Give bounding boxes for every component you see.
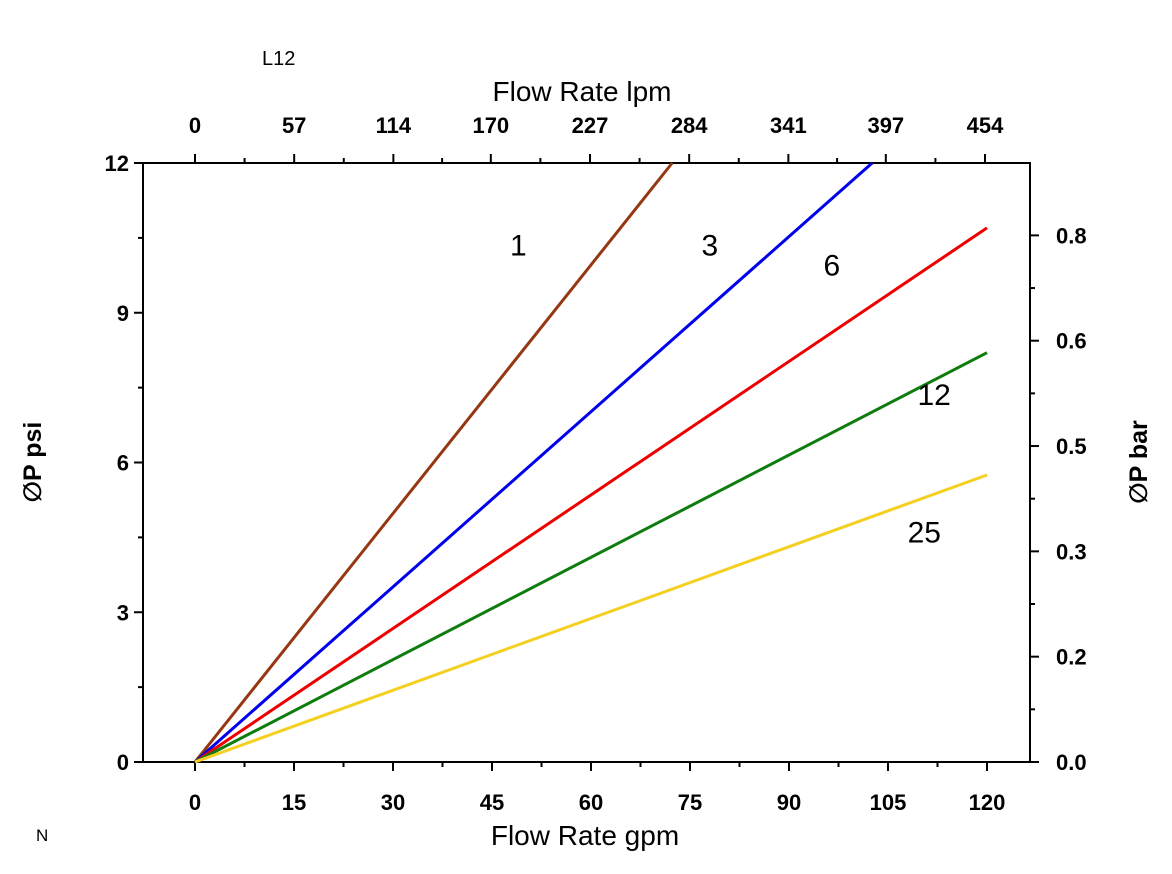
plot-frame [142,162,1031,763]
x-bottom-tick-label: 0 [189,790,201,815]
x-top-tick-label: 57 [282,113,306,138]
series-label-25: 25 [908,516,941,549]
y-right-tick-label: 0.5 [1056,434,1087,459]
series-line-25 [194,473,988,764]
series-line-6 [194,226,988,764]
series-line-12 [194,351,988,764]
x-top-tick-label: 454 [967,113,1004,138]
y-left-tick-label: 9 [117,301,129,326]
x-top-tick-label: 397 [867,113,904,138]
x-bottom-tick-label: 90 [777,790,801,815]
series-label-1: 1 [510,229,527,262]
x-top-tick-label: 114 [376,113,412,138]
series-line-1 [193,162,674,763]
x-bottom-tick-label: 75 [678,790,702,815]
y-left-tick-label: 12 [105,151,129,176]
footnote-label: N [36,826,49,845]
x-bottom-tick-label: 120 [969,790,1006,815]
x-axis-top-title: Flow Rate lpm [492,76,672,107]
x-top-tick-label: 227 [572,113,609,138]
y-left-tick-label: 3 [117,600,129,625]
x-top-tick-label: 0 [189,113,201,138]
series-label-12: 12 [918,379,951,412]
x-bottom-tick-label: 60 [579,790,603,815]
y-right-tick-label: 0.3 [1056,539,1087,564]
x-top-tick-label: 170 [472,113,509,138]
x-bottom-tick-label: 45 [480,790,504,815]
series-line-3 [194,161,874,764]
y-right-tick-label: 0.6 [1056,329,1087,354]
y-right-tick-label: 0.8 [1056,223,1087,248]
x-axis-bottom-title: Flow Rate gpm [490,820,680,851]
series-label-3: 3 [701,229,718,262]
y-right-tick-label: 0.0 [1056,750,1087,775]
y-left-tick-label: 6 [117,451,129,476]
series-label-6: 6 [824,249,841,282]
x-bottom-tick-label: 30 [381,790,405,815]
x-bottom-tick-label: 15 [282,790,306,815]
model-code-label: L12 [262,48,296,70]
x-top-tick-label: 284 [671,113,708,138]
x-bottom-tick-label: 105 [870,790,907,815]
y-right-tick-label: 0.2 [1056,645,1087,670]
y-left-tick-label: 0 [117,750,129,775]
x-top-tick-label: 341 [770,113,807,138]
